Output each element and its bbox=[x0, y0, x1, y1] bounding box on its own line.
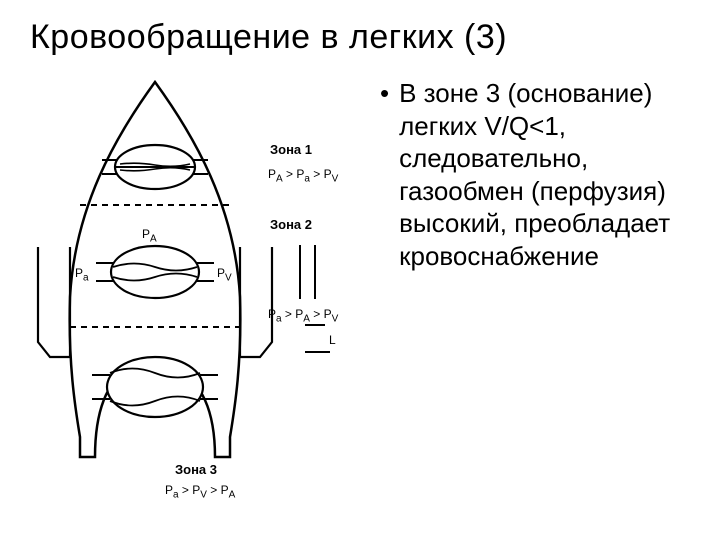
lung-zones-diagram: Зона 1 PA > Pa > PV Зона 2 Pa > PA > PV … bbox=[20, 67, 370, 507]
vessel-left bbox=[38, 247, 70, 357]
zone3-label: Зона 3 bbox=[175, 462, 217, 477]
zone1-formula: PA > Pa > PV bbox=[268, 167, 338, 184]
l-label: L bbox=[329, 333, 336, 347]
zone1-label: Зона 1 bbox=[270, 142, 312, 157]
bullet-marker: • bbox=[380, 77, 389, 272]
pv-label: PV bbox=[217, 266, 232, 283]
pa-arterial-label: Pa bbox=[75, 266, 89, 283]
bullet-text-area: • В зоне 3 (основание) легких V/Q<1, сле… bbox=[370, 67, 700, 507]
zone2-formula: Pa > PA > PV bbox=[268, 307, 338, 324]
slide-title: Кровообращение в легких (3) bbox=[0, 0, 720, 67]
pa-label: PA bbox=[142, 227, 157, 244]
capillary-zone3 bbox=[107, 357, 203, 417]
diagram-svg bbox=[20, 67, 370, 507]
zone3-formula: Pa > PV > PA bbox=[165, 483, 235, 500]
capillary-zone2 bbox=[111, 246, 199, 298]
bullet-item: • В зоне 3 (основание) легких V/Q<1, сле… bbox=[380, 77, 680, 272]
zone2-label: Зона 2 bbox=[270, 217, 312, 232]
content-area: Зона 1 PA > Pa > PV Зона 2 Pa > PA > PV … bbox=[0, 67, 720, 507]
vessel-right bbox=[240, 247, 272, 357]
bullet-content: В зоне 3 (основание) легких V/Q<1, следо… bbox=[399, 77, 680, 272]
